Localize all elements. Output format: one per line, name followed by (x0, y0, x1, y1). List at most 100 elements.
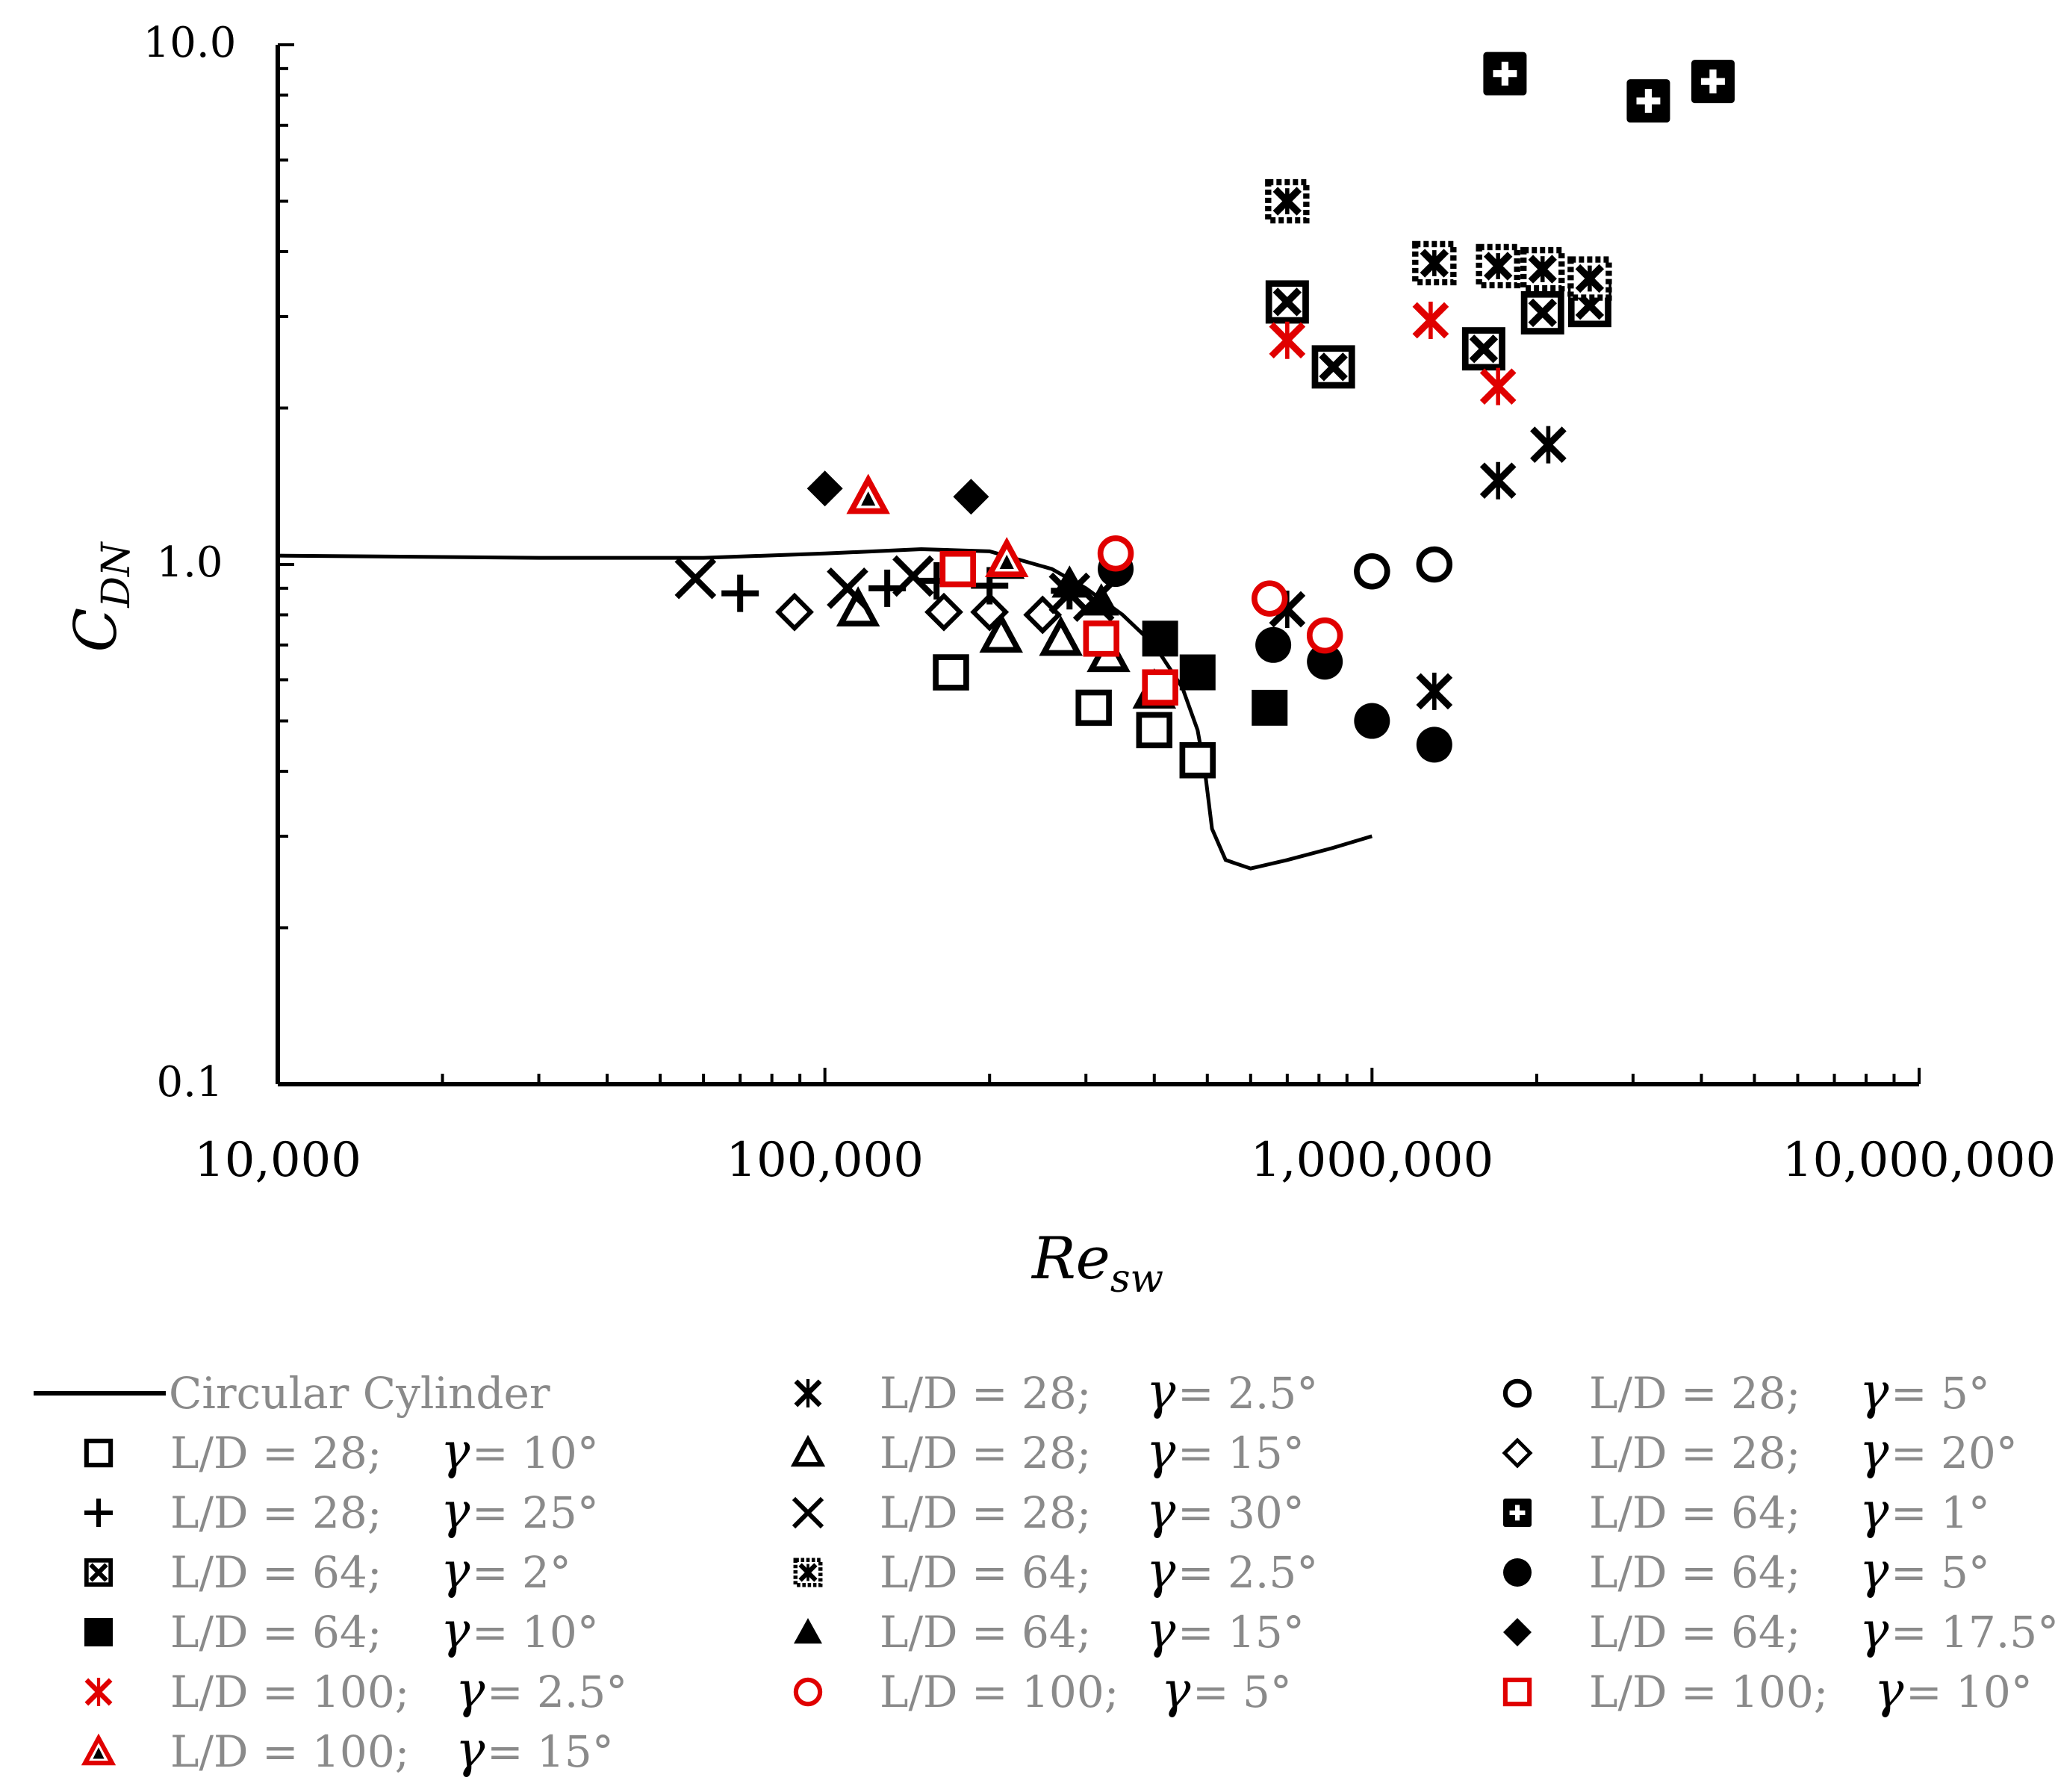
legend-ld-label: L/D = 100; (170, 1667, 409, 1717)
legend-marker-triangle-filled (794, 1618, 822, 1644)
data-point-square-open (939, 550, 976, 588)
data-point-triangle-open (846, 473, 890, 514)
legend-gamma-symbol: γ (1146, 1482, 1176, 1540)
data-point-square-filled (1179, 654, 1216, 691)
data-point-circle-filled (1416, 727, 1452, 763)
legend-marker-diamond-filled (1503, 1618, 1532, 1646)
data-point-square-open (1083, 620, 1120, 657)
legend-marker-square-open (84, 1438, 114, 1468)
data-point-cross (674, 557, 717, 600)
legend-gamma-value: = 5° (1193, 1667, 1292, 1717)
legend-marker-circle-filled (1503, 1558, 1532, 1587)
legend-ld-label: L/D = 64; (170, 1607, 382, 1658)
y-axis-title-main: C (63, 608, 130, 653)
x-tick-label: 10,000 (194, 1133, 361, 1188)
legend-gamma-value: = 5° (1891, 1547, 1990, 1598)
data-point-diamond-open (924, 592, 963, 632)
legend-ld-label: L/D = 28; (170, 1487, 382, 1538)
legend-gamma-value: = 2.5° (487, 1667, 627, 1717)
data-point-square-x-white (1520, 290, 1564, 335)
legend-gamma-value: = 20° (1891, 1428, 2018, 1478)
legend-gamma-value: = 17.5° (1891, 1607, 2058, 1658)
data-point-square-plus (1483, 52, 1527, 96)
y-tick-label: 10.0 (143, 19, 237, 67)
x-tick-label: 100,000 (726, 1133, 924, 1188)
legend-gamma-symbol: γ (1146, 1602, 1176, 1659)
legend-ld-label: L/D = 28; (880, 1428, 1091, 1478)
legend-gamma-value: = 1° (1891, 1487, 1990, 1538)
data-point-square-open (1075, 689, 1112, 727)
legend-entries: L/D = 28; γ = 10°L/D = 28; γ = 25°L/D = 64; γ… (81, 1363, 2058, 1779)
legend-gamma-value: = 10° (1906, 1667, 2033, 1717)
data-point-square-open (1136, 712, 1173, 749)
legend-label-circular-cylinder: Circular Cylinder (169, 1368, 550, 1419)
data-point-asterisk (1479, 461, 1517, 500)
legend-ld-label: L/D = 28; (170, 1428, 382, 1478)
data-point-square-x-dotted (1520, 246, 1565, 292)
svg-text:CDN: CDN (63, 541, 139, 652)
data-point-square-x-dotted (1476, 243, 1520, 289)
y-axis-title-sub: DN (94, 541, 139, 609)
legend-marker-square-plus (1503, 1499, 1532, 1527)
legend-marker-triangle-open (81, 1733, 116, 1766)
data-point-diamond-filled (806, 470, 843, 507)
legend-gamma-value: = 2.5° (1178, 1368, 1318, 1419)
data-point-square-filled (1142, 620, 1178, 657)
legend-ld-label: L/D = 64; (1589, 1487, 1800, 1538)
data-point-diamond-open (775, 592, 814, 632)
legend-gamma-symbol: γ (441, 1602, 470, 1659)
legend-gamma-symbol: γ (1161, 1661, 1191, 1719)
data-point-asterisk (1269, 321, 1306, 359)
x-tick-label: 1,000,000 (1250, 1133, 1493, 1188)
data-point-asterisk (1416, 672, 1453, 710)
legend: Circular Cylinder L/D = 28; γ = 10°L/D = 2… (34, 1363, 2058, 1779)
data-point-circle-open (1097, 535, 1134, 572)
legend-gamma-value: = 30° (1178, 1487, 1305, 1538)
data-point-triangle-filled (1083, 583, 1119, 616)
legend-gamma-symbol: γ (1146, 1542, 1176, 1599)
data-point-square-x-white (1461, 327, 1505, 371)
legend-ld-label: L/D = 100; (170, 1726, 409, 1777)
legend-marker-square-x-white (84, 1558, 113, 1587)
data-point-square-x-dotted (1567, 256, 1612, 301)
legend-marker-square-filled (84, 1618, 113, 1646)
data-point-triangle-open (1039, 615, 1083, 656)
data-point-asterisk (1479, 367, 1517, 405)
data-point-square-x-dotted (1265, 178, 1310, 224)
legend-gamma-symbol: γ (1859, 1482, 1889, 1540)
legend-gamma-value: = 2.5° (1178, 1547, 1318, 1598)
data-point-circle-open (1306, 617, 1343, 654)
data-point-triangle-open (984, 537, 1029, 578)
data-point-square-open (1179, 741, 1216, 779)
data-point-cross (892, 555, 934, 597)
legend-ld-label: L/D = 100; (1589, 1667, 1828, 1717)
legend-ld-label: L/D = 64; (170, 1547, 382, 1598)
data-point-circle-filled (1354, 703, 1390, 739)
legend-ld-label: L/D = 64; (1589, 1607, 1800, 1658)
legend-gamma-symbol: γ (1874, 1661, 1904, 1719)
legend-marker-circle-open (1502, 1378, 1532, 1408)
legend-ld-label: L/D = 64; (1589, 1547, 1800, 1598)
data-point-circle-open (1252, 580, 1288, 617)
legend-gamma-symbol: γ (1859, 1602, 1889, 1659)
data-point-triangle-open (836, 586, 880, 627)
data-markers (674, 52, 1735, 779)
legend-gamma-symbol: γ (1146, 1422, 1176, 1480)
data-point-diamond-open (1023, 595, 1063, 635)
y-axis-title: CDN (63, 541, 139, 652)
legend-marker-circle-open (793, 1677, 823, 1707)
legend-gamma-value: = 10° (472, 1428, 599, 1478)
data-point-square-x-dotted (1412, 240, 1457, 286)
legend-gamma-symbol: γ (441, 1482, 470, 1540)
legend-gamma-value: = 2° (472, 1547, 571, 1598)
legend-gamma-symbol: γ (441, 1542, 470, 1599)
x-tick-label: 10,000,000 (1782, 1133, 2056, 1188)
data-point-square-filled (1252, 689, 1288, 726)
legend-marker-plus (84, 1499, 113, 1527)
y-tick-label: 0.1 (156, 1058, 223, 1107)
legend-ld-label: L/D = 64; (880, 1607, 1091, 1658)
legend-gamma-value: = 15° (487, 1726, 614, 1777)
data-point-square-open (1142, 669, 1178, 706)
legend-gamma-value: = 10° (472, 1607, 599, 1658)
data-point-square-x-white (1265, 280, 1309, 324)
